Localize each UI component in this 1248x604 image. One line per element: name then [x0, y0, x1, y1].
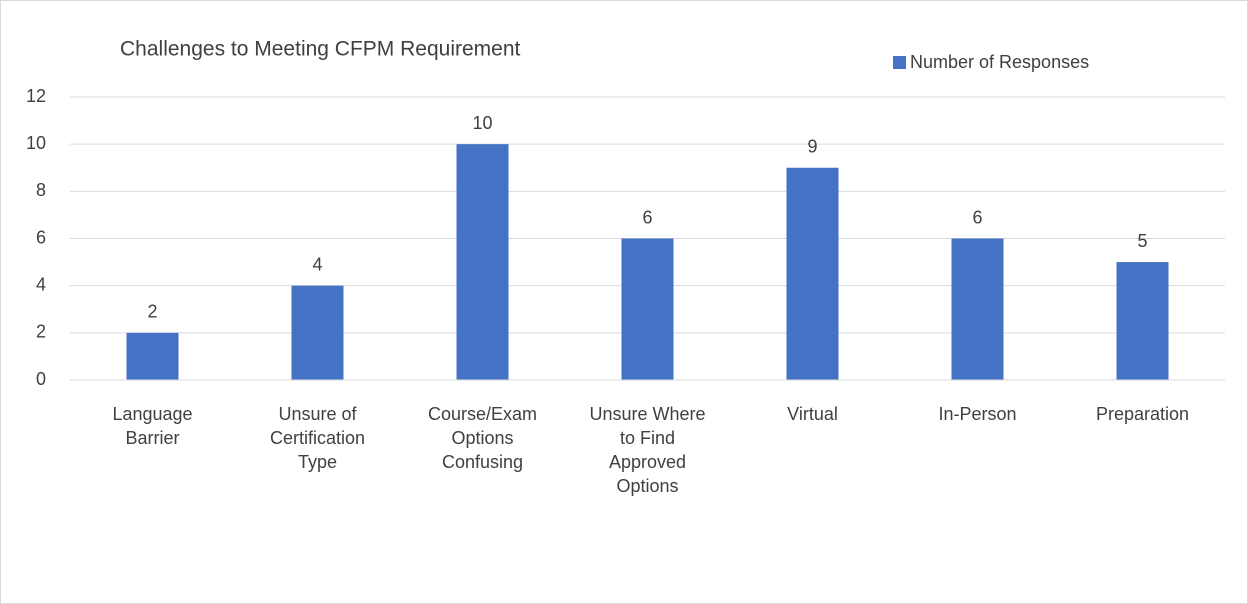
y-tick-label: 0 — [36, 369, 46, 389]
data-label: 2 — [147, 302, 157, 322]
x-tick-label-box: Preparation — [1095, 404, 1190, 424]
bar — [126, 332, 179, 380]
x-tick-label-box: Virtual — [787, 404, 838, 424]
legend-swatch — [893, 56, 906, 69]
y-tick-label: 6 — [36, 227, 46, 247]
chart-title: Challenges to Meeting CFPM Requirement — [120, 38, 521, 61]
bar — [456, 144, 509, 380]
x-tick-label-box: Unsure of Certification Type — [269, 404, 366, 472]
x-tick-label: Language Barrier — [112, 404, 193, 448]
data-label: 5 — [1137, 231, 1147, 251]
x-tick-label: Unsure Where to Find Approved Options — [589, 404, 706, 496]
y-tick-label: 8 — [36, 180, 46, 200]
x-tick-label-box: In-Person — [938, 404, 1017, 424]
bar — [951, 238, 1004, 380]
bar — [786, 167, 839, 380]
legend-label: Number of Responses — [910, 52, 1089, 72]
bar — [291, 285, 344, 380]
x-tick-label: Unsure of Certification Type — [269, 404, 366, 472]
data-label: 4 — [312, 254, 322, 274]
x-tick-label: In-Person — [938, 404, 1017, 424]
bar — [621, 238, 674, 380]
x-tick-label: Virtual — [787, 404, 838, 424]
x-tick-label: Course/Exam Options Confusing — [427, 404, 538, 472]
x-tick-label-box: Language Barrier — [112, 404, 193, 448]
y-tick-label: 4 — [36, 274, 46, 294]
y-tick-label: 12 — [26, 86, 46, 106]
y-tick-label: 2 — [36, 322, 46, 342]
bar — [1116, 262, 1169, 380]
x-tick-label-box: Course/Exam Options Confusing — [427, 404, 538, 472]
x-tick-label-box: Unsure Where to Find Approved Options — [589, 404, 706, 496]
data-label: 6 — [972, 207, 982, 227]
data-label: 9 — [807, 137, 817, 157]
data-label: 10 — [472, 113, 492, 133]
y-tick-label: 10 — [26, 133, 46, 153]
data-label: 6 — [642, 207, 652, 227]
x-tick-label: Preparation — [1095, 404, 1190, 424]
